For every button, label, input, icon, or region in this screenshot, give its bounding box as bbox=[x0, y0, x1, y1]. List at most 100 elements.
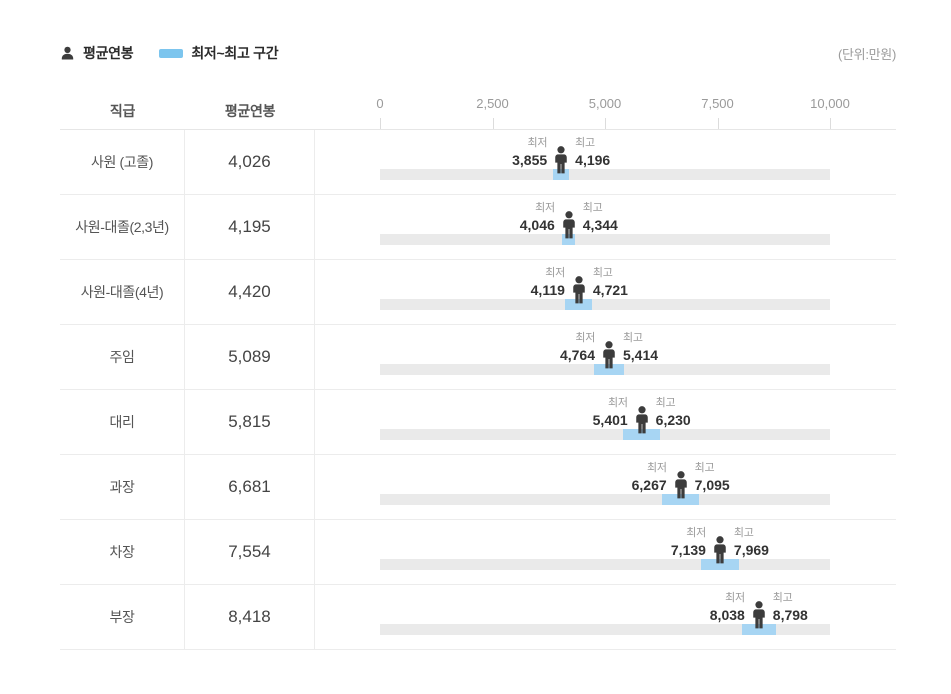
max-block: 최고 5,414 bbox=[623, 329, 658, 363]
max-label: 최고 bbox=[655, 397, 676, 409]
chart-cell: 최저 4,046 최고 4,344 bbox=[315, 195, 896, 259]
avg-salary-value: 4,195 bbox=[228, 217, 271, 236]
min-value: 3,855 bbox=[512, 152, 548, 168]
table-row: 과장 6,681 최저 6,267 최고 7,095 bbox=[60, 455, 896, 520]
salary-table: 직급 평균연봉 0 2,500 5,000 7,500 10,000 사원 (고졸) 4… bbox=[60, 92, 896, 650]
position-label: 사원 (고졸) bbox=[91, 154, 153, 170]
max-value: 7,969 bbox=[733, 542, 769, 558]
range-chart: 최저 6,267 최고 7,095 bbox=[380, 455, 830, 519]
header-avg-salary: 평균연봉 bbox=[224, 102, 276, 119]
max-label: 최고 bbox=[592, 267, 613, 279]
axis-tick-mark bbox=[717, 118, 719, 129]
chart-cell: 최저 4,764 최고 5,414 bbox=[315, 325, 896, 389]
person-icon bbox=[573, 276, 585, 304]
avg-salary-value: 7,554 bbox=[228, 542, 271, 561]
person-bust-icon bbox=[61, 46, 74, 59]
track-bar bbox=[380, 624, 830, 635]
header-position: 직급 bbox=[109, 102, 136, 119]
min-block: 최저 4,764 bbox=[560, 329, 595, 363]
position-label: 차장 bbox=[109, 544, 135, 560]
range-chart: 최저 7,139 최고 7,969 bbox=[380, 520, 830, 584]
chart-cell: 최저 7,139 최고 7,969 bbox=[315, 520, 896, 584]
position-label: 부장 bbox=[109, 609, 135, 625]
position-label: 사원-대졸(4년) bbox=[80, 284, 164, 300]
avg-salary-cell: 5,815 bbox=[185, 390, 315, 454]
range-bar bbox=[562, 234, 576, 245]
axis-area: 0 2,500 5,000 7,500 10,000 bbox=[376, 92, 850, 129]
table-row: 부장 8,418 최저 8,038 최고 8,798 bbox=[60, 585, 896, 650]
max-label: 최고 bbox=[623, 332, 643, 344]
min-value: 4,046 bbox=[519, 217, 555, 233]
range-bar bbox=[594, 364, 624, 375]
min-label: 최저 bbox=[608, 397, 628, 409]
legend-average-label: 평균연봉 bbox=[83, 45, 134, 61]
min-label: 최저 bbox=[725, 592, 745, 604]
table-body: 사원 (고졸) 4,026 최저 3,855 최고 4,196 bbox=[60, 130, 896, 650]
min-block: 최저 8,038 bbox=[710, 589, 745, 623]
max-value: 4,344 bbox=[582, 217, 618, 233]
legend-item-average: 평균연봉 bbox=[60, 43, 134, 63]
range-bar bbox=[623, 429, 661, 440]
min-block: 최저 6,267 bbox=[632, 459, 667, 493]
max-block: 최고 8,798 bbox=[773, 589, 808, 623]
range-chart: 최저 4,046 최고 4,344 bbox=[380, 195, 830, 259]
max-value: 6,230 bbox=[655, 412, 691, 428]
range-chart: 최저 5,401 최고 6,230 bbox=[380, 390, 830, 454]
table-row: 차장 7,554 최저 7,139 최고 7,969 bbox=[60, 520, 896, 585]
header-axis: 0 2,500 5,000 7,500 10,000 bbox=[315, 92, 896, 129]
max-value: 8,798 bbox=[772, 607, 808, 623]
person-icon bbox=[714, 536, 726, 564]
legend-item-range: 최저~최고 구간 bbox=[159, 43, 279, 63]
chart-cell: 최저 6,267 최고 7,095 bbox=[315, 455, 896, 519]
max-block: 최고 4,196 bbox=[575, 134, 610, 168]
range-chart: 최저 8,038 최고 8,798 bbox=[380, 585, 830, 649]
axis-tick-label: 0 bbox=[376, 96, 384, 111]
max-block: 최고 4,721 bbox=[593, 264, 628, 298]
max-block: 최고 6,230 bbox=[656, 394, 691, 428]
avg-salary-cell: 4,420 bbox=[185, 260, 315, 324]
max-label: 최고 bbox=[694, 462, 715, 474]
min-value: 4,764 bbox=[559, 347, 596, 363]
position-cell: 사원-대졸(2,3년) bbox=[60, 195, 185, 259]
position-cell: 차장 bbox=[60, 520, 185, 584]
person-icon bbox=[563, 211, 575, 239]
range-bar bbox=[565, 299, 593, 310]
range-bar bbox=[553, 169, 569, 180]
min-label: 최저 bbox=[535, 202, 555, 214]
table-row: 대리 5,815 최저 5,401 최고 6,230 bbox=[60, 390, 896, 455]
min-label: 최저 bbox=[686, 527, 706, 539]
axis-tick-label: 5,000 bbox=[588, 96, 622, 111]
max-label: 최고 bbox=[575, 137, 595, 149]
person-icon bbox=[603, 341, 615, 369]
axis-tick-mark bbox=[830, 118, 831, 129]
max-value: 4,196 bbox=[575, 152, 611, 168]
position-label: 주임 bbox=[109, 349, 135, 365]
min-value: 6,267 bbox=[631, 477, 667, 493]
min-label: 최저 bbox=[527, 137, 548, 149]
avg-salary-value: 8,418 bbox=[228, 607, 271, 626]
position-cell: 부장 bbox=[60, 585, 185, 649]
avg-salary-cell: 4,026 bbox=[185, 130, 315, 194]
range-chart: 최저 4,764 최고 5,414 bbox=[380, 325, 830, 389]
axis-tick-label: 2,500 bbox=[476, 96, 509, 111]
min-block: 최저 3,855 bbox=[512, 134, 547, 168]
min-value: 4,119 bbox=[530, 282, 565, 298]
min-value: 7,139 bbox=[670, 542, 706, 558]
axis-tick-label: 10,000 bbox=[810, 96, 850, 111]
position-label: 대리 bbox=[109, 414, 135, 430]
person-icon bbox=[753, 601, 765, 629]
table-row: 사원-대졸(4년) 4,420 최저 4,119 최고 4,721 bbox=[60, 260, 896, 325]
track-bar bbox=[380, 234, 830, 245]
min-block: 최저 4,046 bbox=[520, 199, 555, 233]
chart-cell: 최저 5,401 최고 6,230 bbox=[315, 390, 896, 454]
range-bar bbox=[701, 559, 739, 570]
min-label: 최저 bbox=[545, 267, 565, 279]
avg-salary-cell: 6,681 bbox=[185, 455, 315, 519]
person-icon bbox=[674, 471, 687, 499]
avg-salary-cell: 7,554 bbox=[185, 520, 315, 584]
position-label: 사원-대졸(2,3년) bbox=[75, 219, 169, 235]
axis-tick-mark bbox=[380, 118, 381, 129]
person-icon bbox=[555, 146, 567, 174]
position-cell: 과장 bbox=[60, 455, 185, 519]
